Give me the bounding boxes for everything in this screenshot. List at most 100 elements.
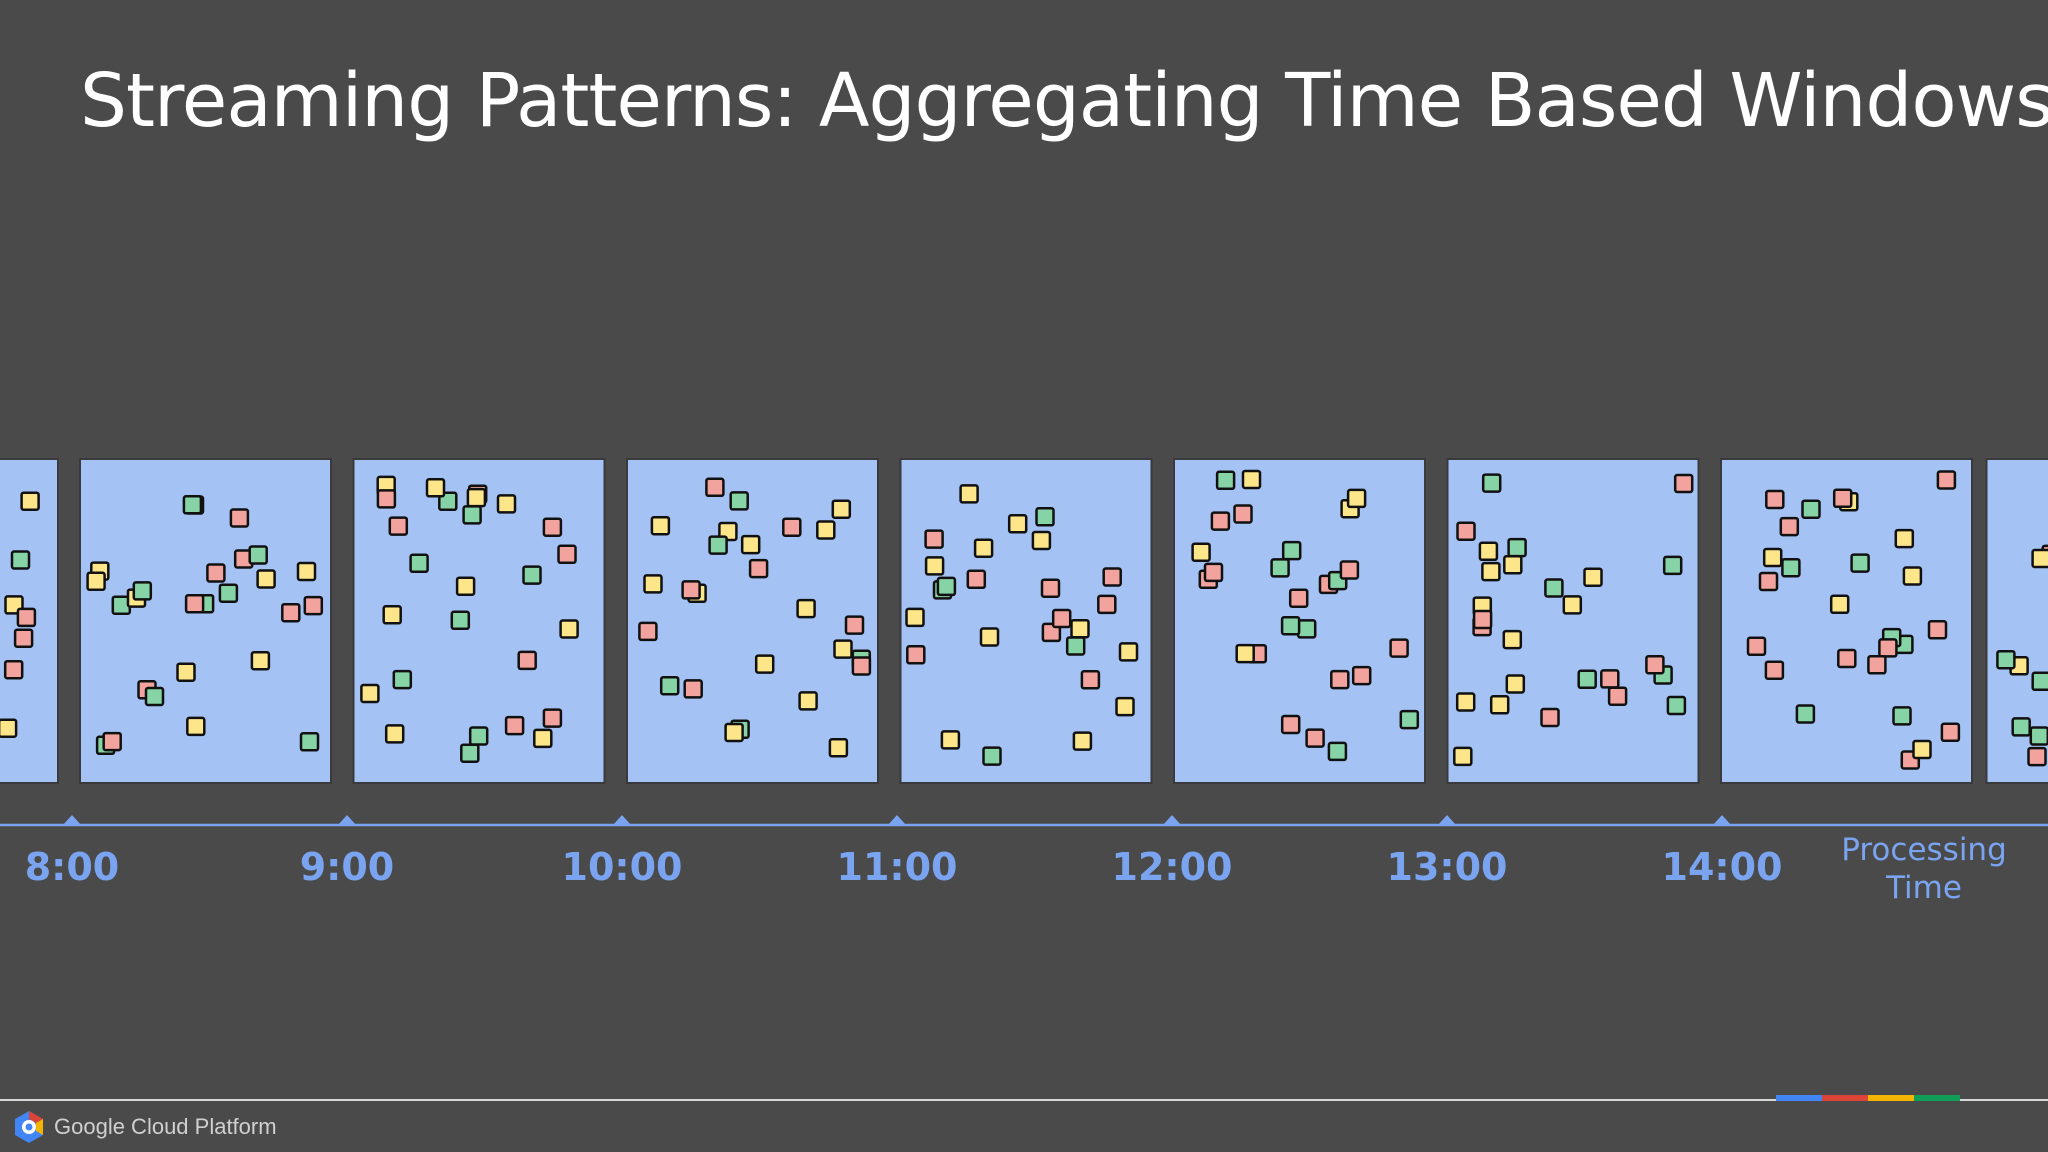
axis-tick-label: 8:00 [25,845,120,889]
data-element [1456,521,1476,541]
data-element [729,491,749,511]
data-element [360,683,380,704]
data-element [1455,692,1476,712]
data-element [468,726,489,746]
data-element [1801,499,1821,519]
axis-tick-label: 10:00 [562,845,683,889]
data-element [2011,717,2031,737]
data-element [1481,473,1502,493]
data-element [176,662,196,682]
window-partial-right [1985,458,2048,784]
data-element [833,639,853,659]
window-7 [1720,458,1973,784]
data-element [831,499,852,519]
data-element [281,602,301,623]
data-element [796,598,816,619]
data-element [13,628,34,648]
footer-color-segment [1868,1095,1914,1101]
data-element [392,669,413,690]
data-element [557,544,577,565]
data-element [1191,542,1211,562]
axis-tick-mark [1713,815,1731,825]
data-element [1894,528,1915,549]
data-element [1040,578,1061,598]
data-element [1233,504,1253,524]
data-element [1764,660,1785,680]
data-element [982,746,1002,766]
processing-time-axis: 8:00 9:00 10:00 11:00 12:00 13:00 14:00 Proces… [0,815,2048,906]
data-element [1478,541,1499,562]
data-element [1070,618,1090,639]
axis-tick-label: 11:00 [837,845,958,889]
data-element [1210,511,1231,531]
data-element [144,686,165,707]
data-element [1115,696,1135,717]
footer-color-segment [1822,1095,1868,1101]
axis-tick-mark [613,815,631,825]
data-element [542,517,563,537]
data-element [2031,548,2048,569]
window-partial-left [0,458,59,784]
data-element [20,491,40,511]
data-element [959,484,979,504]
window-5 [1173,458,1426,784]
data-element [906,645,926,665]
window-box [899,458,1153,784]
footer-divider [0,1099,2048,1101]
data-element [182,495,203,515]
data-element [382,605,402,625]
data-element [1996,649,2016,670]
axis-label-line1: Processing [1841,832,2007,868]
footer-logo: Google Cloud Platform [12,1110,277,1144]
data-element [376,489,397,509]
data-element [638,621,658,642]
window-2 [352,458,606,784]
axis-tick-label: 14:00 [1662,845,1783,889]
axis-tick-label: 13:00 [1387,845,1508,889]
data-element [1072,731,1093,751]
data-element [1346,488,1367,509]
data-element [1280,714,1301,735]
data-element [1781,557,1801,578]
data-element [1453,746,1473,767]
data-element [1235,643,1255,664]
data-element [1912,739,1932,760]
data-element [1829,594,1850,615]
data-element [782,517,802,537]
data-element [250,650,271,671]
data-element [1281,540,1302,561]
data-element [979,627,1000,647]
data-element [1577,669,1597,690]
data-element [924,556,945,576]
data-element [705,477,725,498]
data-element [740,534,761,555]
data-element [303,595,324,616]
data-element [1540,707,1560,728]
data-element [206,563,226,583]
data-element [748,558,769,579]
data-element [1850,553,1870,573]
data-element [1065,636,1086,656]
data-element [1203,562,1224,583]
data-element [1102,567,1122,587]
data-element [1241,469,1262,490]
data-element [650,515,671,536]
data-element [1031,530,1052,551]
data-element [3,659,24,680]
data-element [450,610,471,631]
data-element [542,708,563,728]
data-element [1666,695,1687,716]
slide-title: Streaming Patterns: Aggregating Time Bas… [80,58,2048,144]
data-element [1280,615,1301,636]
data-element [1097,594,1117,615]
data-element [1330,669,1350,690]
axis-tick-label: 9:00 [300,845,395,889]
data-element [1927,620,1948,640]
data-element [1305,728,1325,748]
axis-tick-mark [63,815,81,825]
axis-tick-label: 12:00 [1112,845,1233,889]
data-element [1832,488,1853,509]
axis-label-line2: Time [1885,870,1962,906]
data-element [1544,578,1564,598]
data-element [132,581,153,601]
